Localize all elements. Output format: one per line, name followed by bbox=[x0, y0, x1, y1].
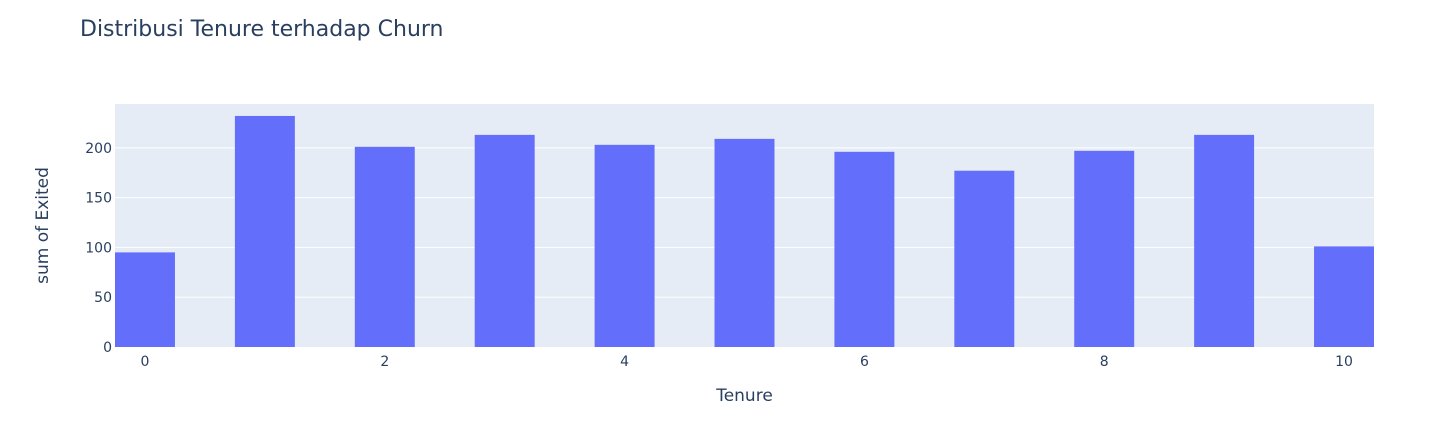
bar-tenure-6[interactable] bbox=[834, 151, 895, 347]
x-axis-ticks: 0 2 4 6 8 10 bbox=[141, 354, 1353, 370]
y-tick-label: 150 bbox=[85, 191, 112, 207]
bar-tenure-7[interactable] bbox=[954, 170, 1015, 347]
bar-tenure-0[interactable] bbox=[115, 252, 175, 347]
bar-tenure-10[interactable] bbox=[1314, 246, 1374, 347]
x-tick-label: 8 bbox=[1100, 354, 1109, 370]
bar-tenure-9[interactable] bbox=[1194, 134, 1255, 347]
x-tick-label: 0 bbox=[141, 354, 150, 370]
x-tick-label: 6 bbox=[860, 354, 869, 370]
y-tick-label: 0 bbox=[103, 340, 112, 356]
x-tick-label: 2 bbox=[380, 354, 389, 370]
y-tick-label: 200 bbox=[85, 141, 112, 157]
bar-tenure-3[interactable] bbox=[474, 134, 535, 347]
bar-tenure-2[interactable] bbox=[354, 146, 415, 347]
y-tick-label: 50 bbox=[94, 290, 112, 306]
x-tick-label: 4 bbox=[620, 354, 629, 370]
chart-title: Distribusi Tenure terhadap Churn bbox=[80, 17, 443, 42]
y-axis-ticks: 0 50 100 150 200 bbox=[85, 141, 112, 356]
bar-tenure-8[interactable] bbox=[1074, 150, 1135, 347]
bar-tenure-4[interactable] bbox=[594, 144, 655, 347]
y-axis-title: sum of Exited bbox=[33, 167, 53, 284]
y-tick-label: 100 bbox=[85, 240, 112, 256]
x-tick-label: 10 bbox=[1335, 354, 1353, 370]
x-axis-title: Tenure bbox=[715, 386, 773, 406]
bars bbox=[115, 115, 1374, 347]
bar-tenure-5[interactable] bbox=[714, 138, 775, 347]
bar-tenure-1[interactable] bbox=[234, 115, 295, 347]
